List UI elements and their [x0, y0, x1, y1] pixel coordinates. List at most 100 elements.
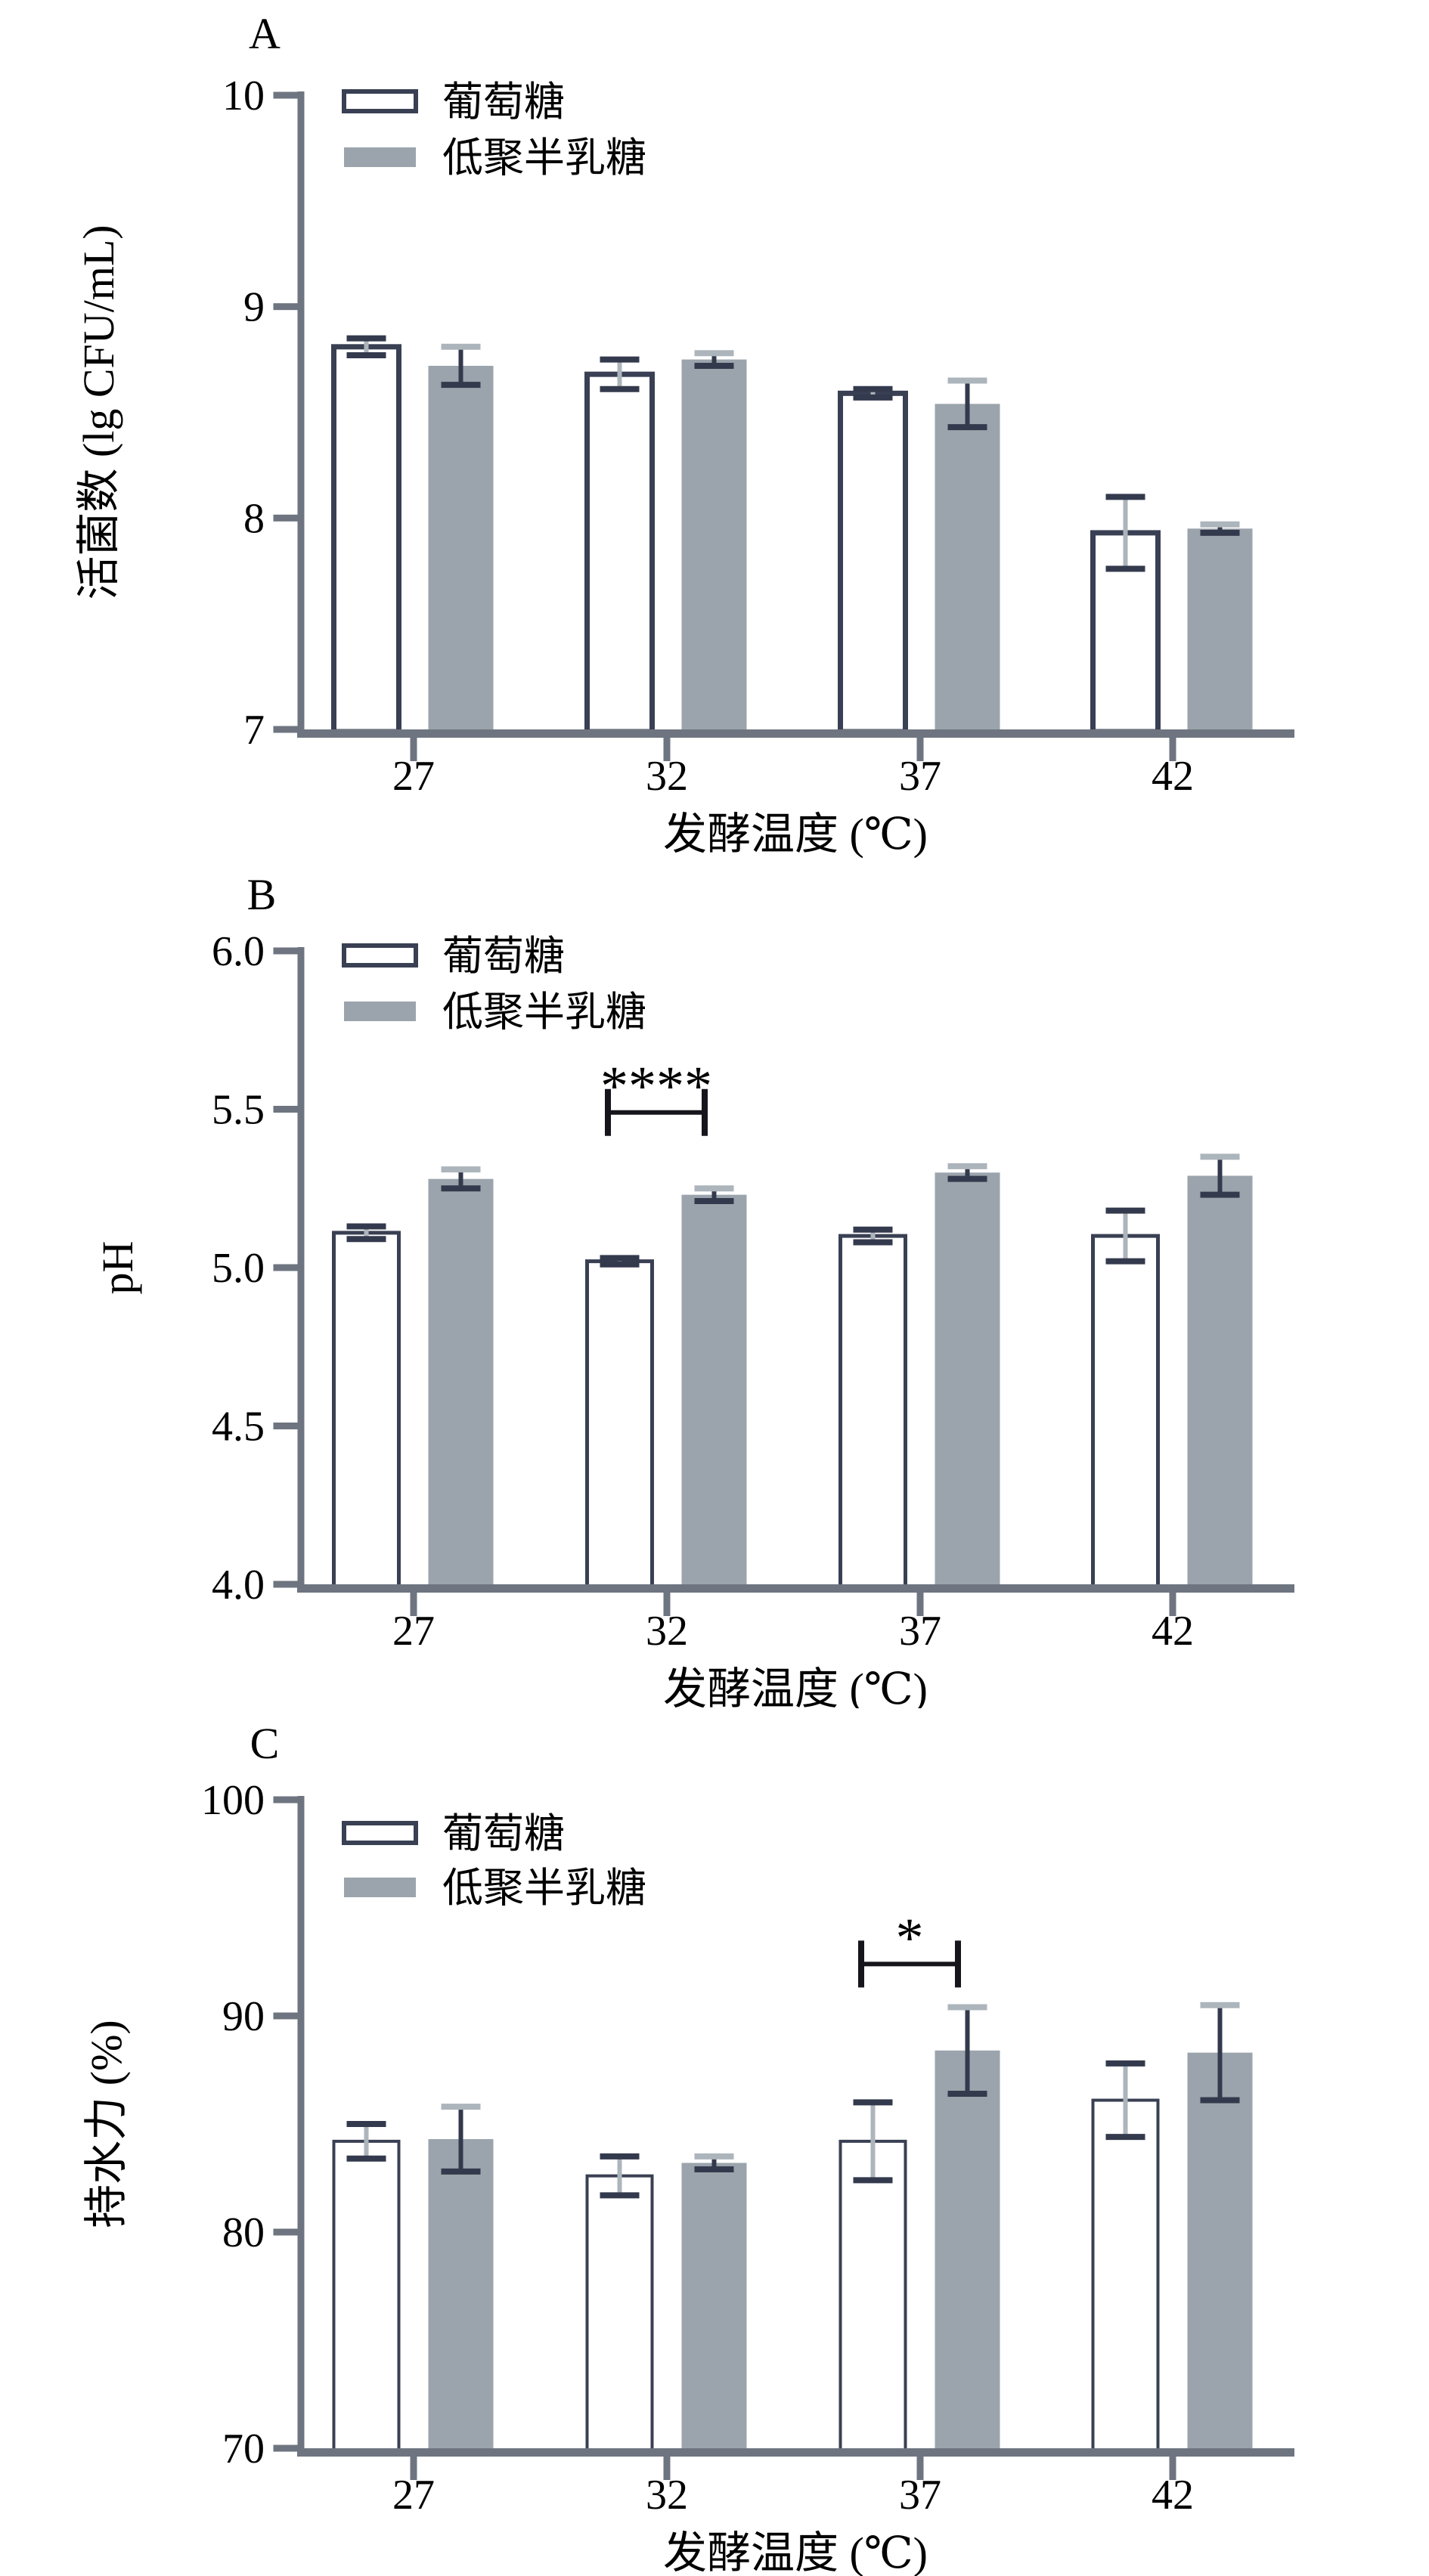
significance-label: ****	[600, 1056, 712, 1118]
legend-label: 葡萄糖	[442, 1811, 565, 1856]
legend-swatch-gos	[344, 1002, 416, 1021]
bar-gos-37	[935, 1172, 1000, 1587]
x-tick-label: 32	[646, 753, 688, 800]
y-tick-label: 9	[243, 284, 265, 331]
bar-gos-27	[428, 1178, 494, 1587]
bar-gos-42	[1187, 528, 1253, 732]
x-tick-label: 32	[646, 1608, 688, 1655]
bar-gos-27	[428, 2139, 494, 2451]
y-tick-label: 8	[243, 495, 265, 542]
legend-swatch-glucose	[342, 943, 418, 968]
y-tick-label: 5.0	[212, 1245, 265, 1292]
bar-gos-42	[1187, 2052, 1253, 2451]
bar-glucose-32	[585, 2174, 654, 2452]
panel-letter-b: B	[247, 870, 277, 919]
x-tick-label: 37	[899, 2472, 941, 2519]
y-tick-label: 5.5	[212, 1087, 265, 1134]
x-tick-mark	[916, 738, 924, 761]
legend-label: 葡萄糖	[442, 79, 565, 125]
y-axis-line	[297, 947, 305, 1593]
x-tick-mark	[663, 1593, 671, 1616]
y-tick-mark	[273, 1581, 298, 1588]
bar-glucose-27	[331, 344, 401, 735]
y-tick-mark	[273, 303, 298, 311]
y-tick-mark	[273, 2012, 298, 2020]
bar-glucose-32	[584, 371, 655, 735]
bar-gos-37	[935, 404, 1000, 732]
bar-glucose-27	[332, 2139, 401, 2452]
x-tick-mark	[663, 738, 671, 761]
legend-label: 低聚半乳糖	[442, 1865, 646, 1911]
bar-glucose-32	[585, 1259, 654, 1589]
y-axis-title: pH	[93, 1241, 142, 1295]
x-tick-mark	[1169, 2457, 1176, 2480]
x-axis-title: 发酵温度 (℃)	[663, 810, 928, 859]
bar-glucose-42	[1091, 1234, 1160, 1589]
x-tick-label: 42	[1152, 1608, 1194, 1655]
y-tick-label: 7	[243, 707, 265, 754]
x-tick-label: 32	[646, 2472, 688, 2519]
x-tick-mark	[663, 2457, 671, 2480]
y-tick-mark	[273, 726, 298, 733]
x-tick-label: 37	[899, 753, 941, 800]
y-tick-label: 70	[222, 2426, 265, 2472]
legend-swatch-glucose	[342, 1821, 418, 1845]
y-tick-mark	[273, 1423, 298, 1429]
y-tick-label: 10	[222, 73, 265, 119]
x-tick-mark	[1169, 738, 1176, 761]
panel-letter-a: A	[249, 9, 281, 58]
y-tick-label: 6.0	[212, 928, 265, 975]
y-tick-label: 4.0	[212, 1562, 265, 1608]
x-tick-mark	[410, 1593, 417, 1616]
bar-glucose-37	[838, 390, 908, 735]
x-axis-line	[297, 729, 1294, 738]
panel-letter-c: C	[250, 1719, 280, 1768]
bar-glucose-42	[1091, 2098, 1160, 2452]
x-axis-title: 发酵温度 (℃)	[663, 2528, 928, 2576]
y-tick-mark	[273, 1796, 298, 1804]
bar-glucose-37	[838, 2139, 907, 2452]
y-tick-mark	[273, 514, 298, 522]
legend-label: 葡萄糖	[442, 933, 565, 979]
y-tick-mark	[273, 2228, 298, 2236]
y-tick-label: 90	[222, 1993, 265, 2040]
legend-swatch-gos	[344, 147, 416, 167]
x-tick-mark	[916, 1593, 924, 1616]
significance-label: *	[896, 1907, 924, 1969]
bar-gos-32	[681, 2163, 747, 2451]
x-tick-label: 42	[1152, 753, 1194, 800]
x-axis-line	[297, 2448, 1294, 2457]
bar-glucose-27	[332, 1231, 401, 1589]
y-tick-mark	[273, 91, 298, 99]
y-axis-title: 持水力 (%)	[82, 2020, 131, 2228]
y-axis-title: 活菌数 (lg CFU/mL)	[74, 224, 123, 599]
y-axis-line	[297, 91, 305, 738]
x-tick-label: 27	[392, 1608, 435, 1655]
x-tick-label: 27	[392, 2472, 435, 2519]
y-tick-label: 4.5	[212, 1404, 265, 1451]
x-axis-title: 发酵温度 (℃)	[663, 1664, 928, 1708]
bar-gos-32	[681, 1194, 747, 1587]
x-tick-label: 27	[392, 753, 435, 800]
y-tick-mark	[273, 1106, 298, 1113]
legend-label: 低聚半乳糖	[442, 989, 646, 1035]
legend-swatch-glucose	[342, 89, 418, 113]
legend-swatch-gos	[344, 1878, 416, 1897]
x-axis-line	[297, 1584, 1294, 1593]
bar-gos-32	[681, 359, 747, 732]
x-tick-label: 42	[1152, 2472, 1194, 2519]
x-tick-mark	[1169, 1593, 1176, 1616]
x-tick-mark	[410, 2457, 417, 2480]
y-tick-label: 100	[201, 1777, 265, 1824]
bar-glucose-37	[838, 1234, 907, 1589]
y-tick-label: 80	[222, 2209, 265, 2256]
bar-gos-42	[1187, 1175, 1253, 1587]
x-tick-mark	[916, 2457, 924, 2480]
y-tick-mark	[273, 947, 298, 955]
legend-label: 低聚半乳糖	[442, 135, 646, 181]
y-axis-line	[297, 1796, 305, 2457]
